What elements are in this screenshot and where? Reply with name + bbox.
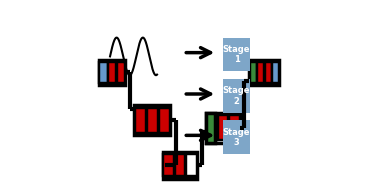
FancyBboxPatch shape — [250, 62, 257, 83]
FancyBboxPatch shape — [206, 113, 240, 143]
FancyBboxPatch shape — [229, 115, 240, 140]
FancyBboxPatch shape — [163, 154, 174, 177]
FancyBboxPatch shape — [135, 108, 146, 133]
FancyBboxPatch shape — [159, 108, 170, 133]
Text: Stage
2: Stage 2 — [223, 86, 250, 106]
Text: Stage
3: Stage 3 — [223, 127, 250, 147]
FancyBboxPatch shape — [223, 38, 250, 71]
FancyBboxPatch shape — [175, 154, 185, 177]
Text: Stage
1: Stage 1 — [223, 45, 250, 64]
FancyBboxPatch shape — [117, 62, 125, 83]
FancyBboxPatch shape — [99, 62, 107, 83]
FancyBboxPatch shape — [147, 108, 158, 133]
FancyBboxPatch shape — [265, 62, 272, 83]
FancyBboxPatch shape — [108, 62, 116, 83]
FancyBboxPatch shape — [218, 115, 228, 140]
FancyBboxPatch shape — [249, 60, 279, 85]
FancyBboxPatch shape — [207, 115, 217, 140]
FancyBboxPatch shape — [135, 105, 170, 135]
FancyBboxPatch shape — [206, 113, 215, 143]
FancyBboxPatch shape — [186, 154, 197, 177]
FancyBboxPatch shape — [99, 60, 125, 85]
FancyBboxPatch shape — [257, 62, 264, 83]
FancyBboxPatch shape — [223, 79, 250, 113]
FancyBboxPatch shape — [272, 62, 279, 83]
FancyBboxPatch shape — [223, 120, 250, 154]
FancyBboxPatch shape — [163, 152, 197, 179]
